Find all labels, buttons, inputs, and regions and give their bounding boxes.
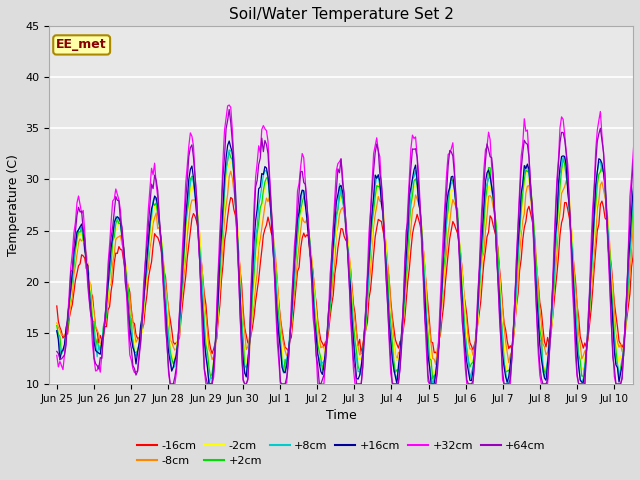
- +64cm: [73, 212, 81, 218]
- -8cm: [432, 362, 440, 368]
- +2cm: [53, 323, 61, 328]
- +32cm: [568, 286, 576, 292]
- +64cm: [480, 182, 488, 188]
- -2cm: [568, 240, 576, 246]
- +2cm: [480, 222, 488, 228]
- +2cm: [92, 343, 99, 349]
- Line: +16cm: +16cm: [57, 141, 640, 384]
- +16cm: [53, 328, 61, 334]
- +16cm: [568, 260, 576, 265]
- -2cm: [480, 225, 488, 231]
- Y-axis label: Temperature (C): Temperature (C): [7, 154, 20, 256]
- Title: Soil/Water Temperature Set 2: Soil/Water Temperature Set 2: [228, 7, 454, 22]
- +64cm: [362, 311, 370, 316]
- Legend: -16cm, -8cm, -2cm, +2cm, +8cm, +16cm, +32cm, +64cm: -16cm, -8cm, -2cm, +2cm, +8cm, +16cm, +3…: [132, 436, 550, 470]
- +8cm: [362, 308, 370, 313]
- -8cm: [227, 168, 235, 174]
- +16cm: [92, 348, 99, 353]
- +16cm: [225, 138, 233, 144]
- -16cm: [53, 303, 61, 309]
- +8cm: [568, 252, 576, 258]
- -8cm: [480, 250, 488, 255]
- -16cm: [568, 245, 576, 251]
- -16cm: [433, 352, 441, 358]
- +64cm: [568, 269, 576, 275]
- Line: +2cm: +2cm: [57, 152, 640, 379]
- +32cm: [73, 200, 81, 206]
- -8cm: [73, 252, 81, 257]
- +32cm: [362, 302, 370, 308]
- -8cm: [92, 324, 99, 330]
- -2cm: [73, 245, 81, 251]
- +8cm: [53, 328, 61, 334]
- -16cm: [73, 271, 81, 276]
- +64cm: [225, 107, 233, 112]
- +64cm: [53, 348, 61, 354]
- +16cm: [362, 305, 370, 311]
- -2cm: [53, 321, 61, 327]
- Line: +8cm: +8cm: [57, 150, 640, 384]
- Line: +32cm: +32cm: [57, 105, 640, 384]
- -8cm: [360, 329, 368, 335]
- -2cm: [208, 375, 216, 381]
- +2cm: [568, 249, 576, 254]
- -16cm: [92, 324, 99, 330]
- +16cm: [73, 229, 81, 235]
- +8cm: [205, 381, 213, 387]
- Text: EE_met: EE_met: [56, 38, 107, 51]
- +8cm: [225, 147, 233, 153]
- +32cm: [53, 352, 61, 358]
- +2cm: [429, 376, 436, 382]
- +8cm: [480, 206, 488, 212]
- +32cm: [225, 102, 233, 108]
- +32cm: [480, 167, 488, 172]
- +2cm: [225, 149, 233, 155]
- +32cm: [166, 381, 174, 387]
- Line: -2cm: -2cm: [57, 160, 640, 378]
- -2cm: [362, 324, 370, 330]
- -16cm: [227, 194, 235, 200]
- -16cm: [360, 334, 368, 340]
- +2cm: [360, 338, 368, 344]
- +8cm: [73, 228, 81, 234]
- +2cm: [73, 237, 81, 242]
- +64cm: [92, 361, 99, 367]
- -8cm: [53, 320, 61, 326]
- Line: -16cm: -16cm: [57, 197, 640, 355]
- -2cm: [92, 334, 99, 340]
- -16cm: [480, 259, 488, 265]
- Line: -8cm: -8cm: [57, 171, 640, 365]
- +64cm: [166, 381, 174, 387]
- +16cm: [205, 381, 213, 387]
- -2cm: [228, 157, 236, 163]
- +8cm: [92, 340, 99, 346]
- X-axis label: Time: Time: [326, 409, 356, 422]
- Line: +64cm: +64cm: [57, 109, 640, 384]
- +32cm: [92, 368, 99, 374]
- -8cm: [568, 241, 576, 247]
- +16cm: [480, 203, 488, 208]
